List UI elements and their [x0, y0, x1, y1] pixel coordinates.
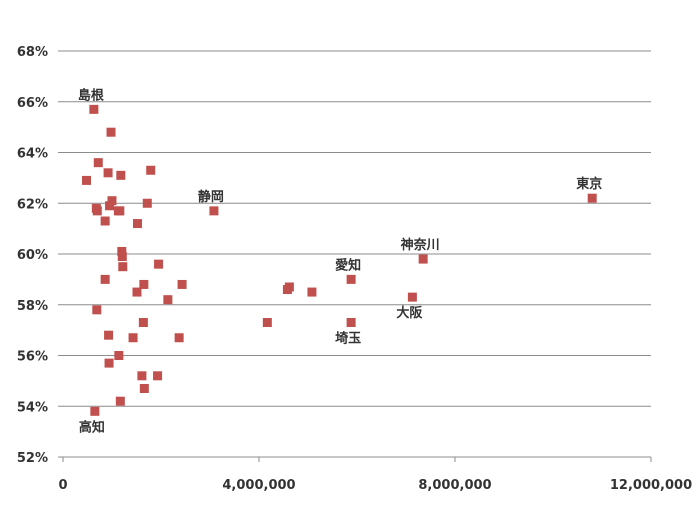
data-point — [90, 406, 100, 416]
data-point — [106, 127, 116, 137]
data-point — [346, 274, 356, 284]
data-point — [100, 216, 110, 226]
data-point — [82, 175, 92, 185]
point-label: 愛知 — [335, 257, 361, 273]
data-point — [282, 285, 292, 295]
data-point — [209, 206, 219, 216]
y-tick-label: 62% — [17, 197, 48, 212]
data-point — [115, 396, 125, 406]
data-point — [154, 259, 164, 269]
point-label: 神奈川 — [401, 237, 440, 253]
data-point — [132, 219, 142, 229]
y-tick-label: 54% — [17, 400, 48, 415]
data-point — [262, 318, 272, 328]
data-point — [137, 371, 147, 381]
data-point — [346, 318, 356, 328]
data-point — [142, 198, 152, 208]
data-point — [92, 206, 102, 216]
data-point — [139, 279, 149, 289]
y-tick-label: 64% — [17, 147, 48, 162]
point-label: 高知 — [79, 419, 105, 435]
data-point — [105, 201, 115, 211]
data-point — [103, 168, 113, 178]
data-point — [100, 274, 110, 284]
x-tick-label: 12,000,000 — [610, 478, 692, 493]
y-tick-label: 58% — [17, 299, 48, 314]
x-tick-labels: 0 4,000,000 8,000,000 12,000,000 — [58, 478, 692, 493]
data-point — [117, 246, 127, 256]
x-tick-label: 0 — [58, 478, 67, 493]
y-tick-label: 68% — [17, 45, 48, 60]
data-point — [92, 305, 102, 315]
data-point — [163, 295, 173, 305]
data-point — [104, 330, 114, 340]
data-point — [93, 158, 103, 168]
point-label: 東京 — [576, 176, 602, 192]
point-label: 島根 — [78, 87, 105, 103]
data-point — [407, 292, 417, 302]
data-point — [307, 287, 317, 297]
point-label: 埼玉 — [335, 331, 361, 347]
data-point — [114, 351, 124, 360]
data-point — [115, 206, 125, 216]
point-label: 大阪 — [396, 305, 423, 321]
data-point — [118, 262, 128, 272]
data-point — [146, 165, 156, 175]
gridlines — [58, 50, 652, 462]
x-tick-label: 4,000,000 — [222, 478, 295, 493]
data-point — [174, 333, 184, 343]
data-points — [82, 104, 597, 416]
data-point — [104, 358, 114, 368]
data-point — [132, 287, 142, 297]
y-tick-label: 60% — [17, 248, 48, 263]
data-point — [418, 254, 428, 264]
point-label: 静岡 — [198, 189, 224, 205]
y-tick-labels: 52% 54% 56% 58% 60% 62% 64% 66% 68% — [17, 45, 48, 466]
data-point — [153, 371, 163, 381]
data-point — [177, 279, 187, 289]
data-point — [587, 193, 597, 203]
data-point — [138, 318, 148, 328]
data-point — [139, 383, 149, 393]
y-tick-label: 56% — [17, 350, 48, 365]
data-point — [107, 196, 117, 206]
data-point — [128, 333, 138, 343]
data-point — [116, 170, 126, 180]
y-tick-label: 52% — [17, 451, 48, 466]
y-tick-label: 66% — [17, 96, 48, 111]
data-point — [89, 104, 99, 114]
data-point — [117, 252, 127, 262]
x-tick-label: 8,000,000 — [418, 478, 491, 493]
